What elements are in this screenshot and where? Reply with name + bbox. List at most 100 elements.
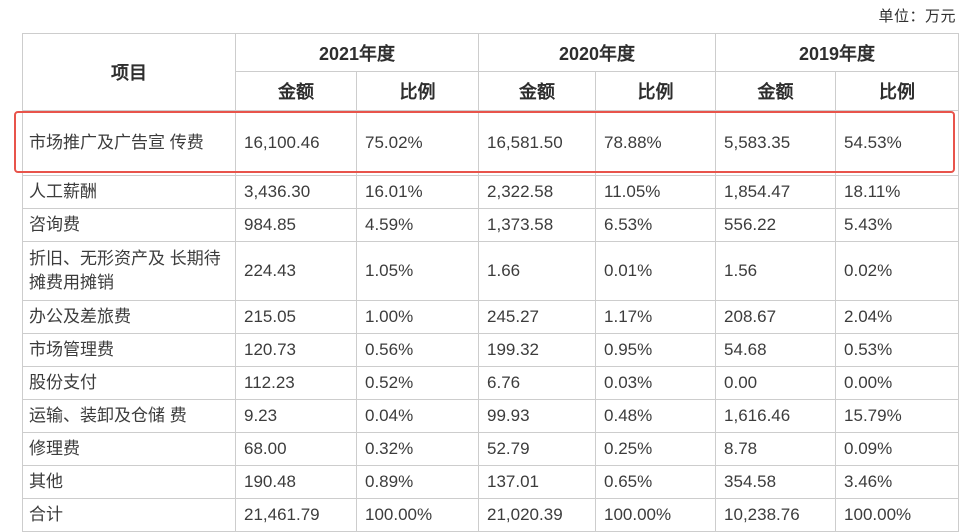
amount-cell-2020: 6.76 [478, 366, 597, 400]
ratio-cell-2020: 0.03% [595, 366, 717, 400]
table-row: 其他 190.48 0.89% 137.01 0.65% 354.58 3.46% [22, 465, 960, 499]
ratio-header-cell-2019: 比例 [835, 71, 960, 111]
ratio-cell-2021: 0.89% [355, 465, 480, 499]
ratio-header-cell-2021: 比例 [355, 71, 480, 111]
year-header-2021: 2021年度 [234, 33, 480, 72]
table-row: 折旧、无形资产及 长期待摊费用摊销 224.43 1.05% 1.66 0.01% 1.5… [22, 241, 960, 301]
ratio-cell-2019: 2.04% [835, 300, 960, 334]
expense-table: 项目 2021年度 2020年度 2019年度 金额 比例 金额 比例 金额 比例 市场推… [22, 33, 960, 532]
ratio-cell-2020: 78.88% [595, 110, 717, 176]
ratio-cell-2019: 0.00% [835, 366, 960, 400]
ratio-cell-2019: 0.09% [835, 432, 960, 466]
ratio-cell-2021: 0.32% [355, 432, 480, 466]
ratio-cell-2020: 6.53% [595, 208, 717, 242]
ratio-cell-2021: 75.02% [355, 110, 480, 176]
subheader-row: 金额 比例 金额 比例 金额 比例 [23, 71, 960, 111]
ratio-cell-2019: 100.00% [835, 498, 960, 532]
amount-cell-2020: 16,581.50 [478, 110, 597, 176]
amount-cell-2020: 1.66 [478, 241, 597, 301]
ratio-cell-2021: 1.00% [355, 300, 480, 334]
row-label-cell: 市场推广及广告宣 传费 [22, 110, 236, 176]
row-label-cell: 运输、装卸及仓储 费 [22, 399, 236, 433]
ratio-cell-2019: 15.79% [835, 399, 960, 433]
row-label-cell: 咨询费 [22, 208, 236, 242]
amount-cell-2019: 208.67 [715, 300, 837, 334]
amount-cell-2021: 16,100.46 [235, 110, 357, 176]
ratio-cell-2019: 3.46% [835, 465, 960, 499]
table-row: 修理费 68.00 0.32% 52.79 0.25% 8.78 0.09% [22, 432, 960, 466]
amount-header-cell-2021: 金额 [235, 71, 357, 111]
ratio-cell-2019: 54.53% [835, 110, 960, 176]
amount-cell-2021: 215.05 [235, 300, 357, 334]
ratio-cell-2021: 0.52% [355, 366, 480, 400]
amount-cell-2019: 8.78 [715, 432, 837, 466]
amount-cell-2021: 68.00 [235, 432, 357, 466]
amount-cell-2020: 137.01 [478, 465, 597, 499]
row-label-cell: 合计 [22, 498, 236, 532]
ratio-cell-2020: 100.00% [595, 498, 717, 532]
amount-cell-2020: 52.79 [478, 432, 597, 466]
unit-label: 单位：万元 [878, 8, 956, 25]
amount-cell-2019: 1,854.47 [715, 175, 837, 209]
amount-cell-2019: 0.00 [715, 366, 837, 400]
year-header-row: 项目 2021年度 2020年度 2019年度 [22, 33, 960, 111]
amount-cell-2020: 1,373.58 [478, 208, 597, 242]
ratio-header-cell-2020: 比例 [595, 71, 717, 111]
ratio-cell-2019: 0.02% [835, 241, 960, 301]
ratio-cell-2020: 1.17% [595, 300, 717, 334]
ratio-cell-2020: 0.95% [595, 333, 717, 367]
ratio-cell-2021: 0.56% [355, 333, 480, 367]
row-label-cell: 其他 [22, 465, 236, 499]
amount-cell-2019: 5,583.35 [715, 110, 837, 176]
ratio-cell-2020: 0.01% [595, 241, 717, 301]
table-row: 运输、装卸及仓储 费 9.23 0.04% 99.93 0.48% 1,616.46 15.… [22, 399, 960, 433]
amount-cell-2021: 3,436.30 [235, 175, 357, 209]
row-label-cell: 修理费 [22, 432, 236, 466]
table-row: 咨询费 984.85 4.59% 1,373.58 6.53% 556.22 5.43% [22, 208, 960, 242]
amount-cell-2021: 21,461.79 [235, 498, 357, 532]
table-row: 市场管理费 120.73 0.56% 199.32 0.95% 54.68 0.53% [22, 333, 960, 367]
amount-cell-2020: 21,020.39 [478, 498, 597, 532]
row-label-cell: 折旧、无形资产及 长期待摊费用摊销 [22, 241, 236, 301]
amount-cell-2021: 190.48 [235, 465, 357, 499]
row-label-cell: 股份支付 [22, 366, 236, 400]
ratio-cell-2020: 0.25% [595, 432, 717, 466]
amount-cell-2019: 556.22 [715, 208, 837, 242]
year-header-2019: 2019年度 [715, 33, 960, 72]
ratio-cell-2021: 1.05% [355, 241, 480, 301]
table-body: 市场推广及广告宣 传费 16,100.46 75.02% 16,581.50 78.88… [22, 110, 960, 532]
amount-cell-2021: 984.85 [235, 208, 357, 242]
ratio-cell-2019: 18.11% [835, 175, 960, 209]
amount-cell-2020: 199.32 [478, 333, 597, 367]
year-header-2020: 2020年度 [478, 33, 717, 72]
ratio-cell-2021: 100.00% [355, 498, 480, 532]
row-label-cell: 市场管理费 [22, 333, 236, 367]
ratio-cell-2021: 4.59% [355, 208, 480, 242]
amount-cell-2019: 354.58 [715, 465, 837, 499]
amount-cell-2019: 1.56 [715, 241, 837, 301]
ratio-cell-2021: 16.01% [355, 175, 480, 209]
row-label-cell: 人工薪酬 [22, 175, 236, 209]
amount-cell-2019: 54.68 [715, 333, 837, 367]
ratio-cell-2019: 5.43% [835, 208, 960, 242]
amount-cell-2021: 112.23 [235, 366, 357, 400]
amount-cell-2019: 1,616.46 [715, 399, 837, 433]
amount-cell-2020: 99.93 [478, 399, 597, 433]
ratio-cell-2020: 0.48% [595, 399, 717, 433]
amount-cell-2019: 10,238.76 [715, 498, 837, 532]
table-row: 人工薪酬 3,436.30 16.01% 2,322.58 11.05% 1,854.47… [22, 175, 960, 209]
ratio-cell-2020: 11.05% [595, 175, 717, 209]
table-row: 办公及差旅费 215.05 1.00% 245.27 1.17% 208.67 2.04% [22, 300, 960, 334]
ratio-cell-2019: 0.53% [835, 333, 960, 367]
ratio-cell-2020: 0.65% [595, 465, 717, 499]
table-header: 项目 2021年度 2020年度 2019年度 金额 比例 金额 比例 金额 比例 [22, 33, 960, 111]
table-row: 合计 21,461.79 100.00% 21,020.39 100.00% 10,238… [22, 498, 960, 532]
table-row-highlighted: 市场推广及广告宣 传费 16,100.46 75.02% 16,581.50 78.88… [22, 110, 960, 176]
amount-header-cell-2019: 金额 [715, 71, 837, 111]
ratio-cell-2021: 0.04% [355, 399, 480, 433]
item-header-cell: 项目 [22, 33, 236, 111]
amount-header-cell-2020: 金额 [478, 71, 597, 111]
amount-cell-2021: 120.73 [235, 333, 357, 367]
amount-cell-2020: 2,322.58 [478, 175, 597, 209]
row-label-cell: 办公及差旅费 [22, 300, 236, 334]
